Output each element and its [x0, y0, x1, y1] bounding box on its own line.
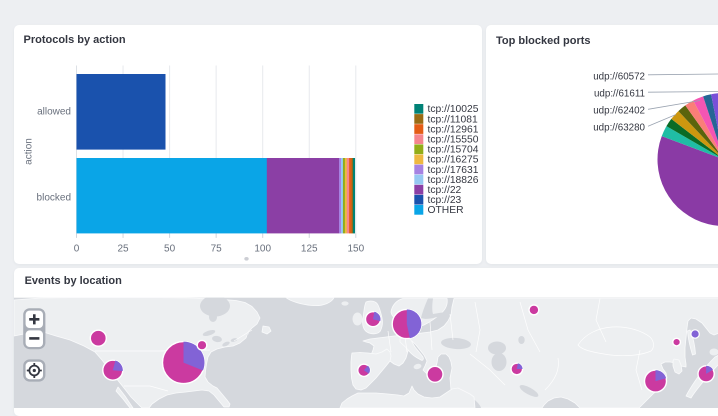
svg-text:action: action	[24, 138, 35, 165]
svg-text:OTHER: OTHER	[428, 205, 464, 216]
svg-text:50: 50	[164, 243, 176, 254]
svg-text:0: 0	[74, 243, 80, 254]
svg-text:100: 100	[254, 243, 271, 254]
svg-text:udp://62402: udp://62402	[593, 106, 645, 117]
svg-text:125: 125	[301, 243, 318, 254]
svg-text:25: 25	[117, 243, 129, 254]
svg-text:150: 150	[347, 243, 364, 254]
svg-text:udp://60572: udp://60572	[593, 71, 645, 82]
svg-text:allowed: allowed	[37, 107, 71, 118]
svg-text:blocked: blocked	[37, 193, 71, 204]
svg-text:udp://61611: udp://61611	[594, 88, 645, 99]
svg-text:udp://63280: udp://63280	[593, 123, 645, 134]
svg-text:75: 75	[211, 243, 223, 254]
